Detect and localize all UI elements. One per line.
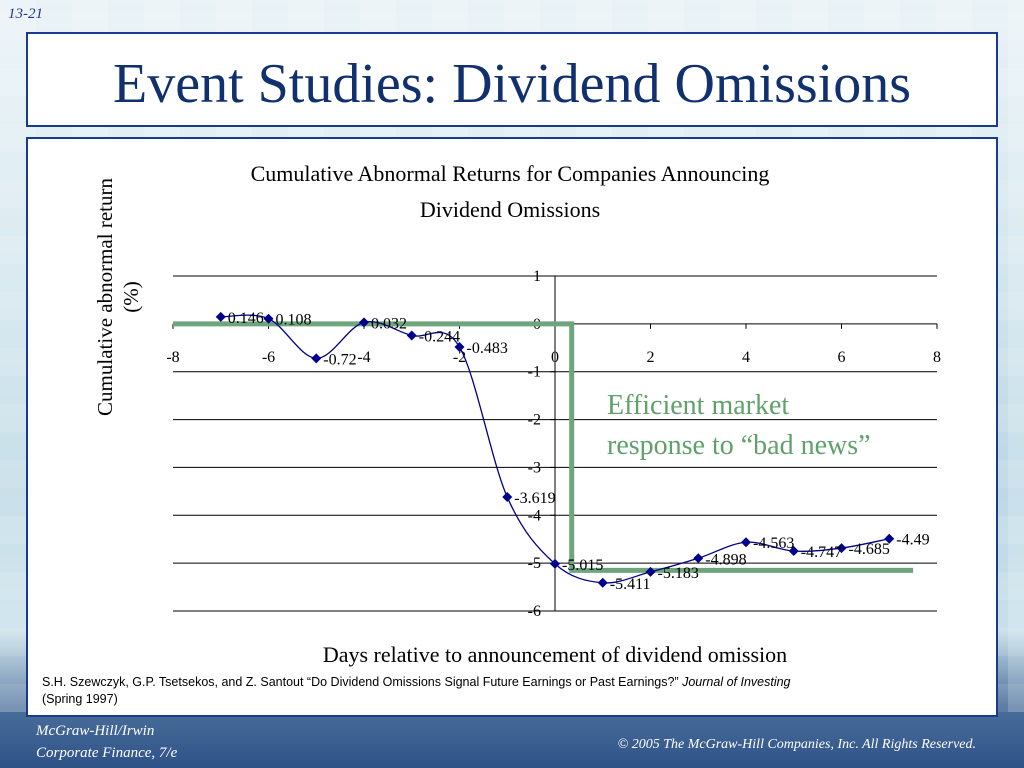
citation-journal: Journal of Investing [682,675,791,689]
data-point-marker [502,492,513,503]
chart-title-line2: Dividend Omissions [419,197,601,222]
citation: S.H. Szewczyk, G.P. Tsetsekos, and Z. Sa… [42,674,992,708]
data-label: -0.244 [419,329,460,346]
y-tick-label: -4 [528,507,541,524]
data-point-marker [311,353,322,364]
data-point-marker [454,341,465,352]
footer-left: McGraw-Hill/Irwin Corporate Finance, 7/e [36,720,177,764]
data-point-marker [741,537,751,548]
x-tick-label: -4 [357,349,370,366]
footer-copyright: © 2005 The McGraw-Hill Companies, Inc. A… [617,737,976,752]
series-line [220,314,890,584]
slide-number: 13-21 [8,6,43,22]
y-tick-label: -3 [528,459,541,476]
data-label: -4.563 [753,535,794,552]
data-point-marker [836,543,847,554]
series-layer [215,311,895,588]
chart-title-line1: Cumulative Abnormal Returns for Companie… [250,161,770,186]
data-point-marker [550,558,560,569]
y-tick-label: -6 [528,603,541,620]
efficient-market-step-line [173,321,914,573]
data-point-marker [597,577,608,588]
footer-book: Corporate Finance, 7/e [36,745,178,761]
content-box [26,137,998,717]
x-tick-label: 8 [933,349,941,366]
data-label: -5.183 [658,565,699,582]
axis-layer: 10-1-2-3-4-5-6-8 -6 -4 -2 0 2 4 6 8 [166,268,941,620]
data-point-marker [693,553,704,564]
data-label: -0.483 [467,340,508,357]
data-label: -4.685 [849,541,890,558]
data-label: -0.72 [323,351,356,368]
x-axis-label: Days relative to announcement of dividen… [322,642,788,667]
x-tick-label: 0 [551,349,559,366]
x-tick-label: 2 [647,349,655,366]
data-label: -5.015 [562,557,603,574]
title-box: Event Studies: Dividend Omissions [26,32,998,127]
data-label: 0.146 [228,310,264,327]
annotation-text: Efficient market response to “bad news” [607,386,871,466]
y-tick-label: -1 [528,364,541,381]
data-label: 0.108 [276,312,312,329]
annotation-line2: response to “bad news” [607,430,871,461]
data-point-marker [263,313,274,324]
x-tick-label: 4 [742,349,750,366]
x-tick-label: 6 [838,349,846,366]
footer-publisher: McGraw-Hill/Irwin [36,723,155,739]
data-label: -4.49 [896,532,929,549]
x-tick-label: -6 [262,349,275,366]
data-point-marker [215,311,226,322]
citation-text: S.H. Szewczyk, G.P. Tsetsekos, and Z. Sa… [42,675,683,689]
data-point-marker [884,533,895,544]
citation-date: (Spring 1997) [42,692,118,706]
x-tick-label: -8 [166,349,179,366]
data-label: -3.619 [514,490,555,507]
y-tick-label: 1 [533,268,541,285]
data-point-marker [359,317,369,328]
data-label: -5.411 [610,576,651,593]
data-label: -4.898 [705,551,746,568]
data-label: 0.032 [371,315,407,332]
data-point-marker [645,566,656,577]
slide-title: Event Studies: Dividend Omissions [113,53,911,115]
y-tick-label: -2 [528,412,541,429]
data-label: -4.747 [801,544,842,561]
y-tick-label: -5 [528,555,541,572]
step-overlay-layer [173,321,914,573]
annotation-line1: Efficient market [607,390,790,421]
data-label-layer: 0.146 0.108 -0.72 0.032 -0.244 -0.483 -3.619 -5… [228,310,930,593]
data-point-marker [788,546,799,557]
data-point-marker [406,330,417,341]
